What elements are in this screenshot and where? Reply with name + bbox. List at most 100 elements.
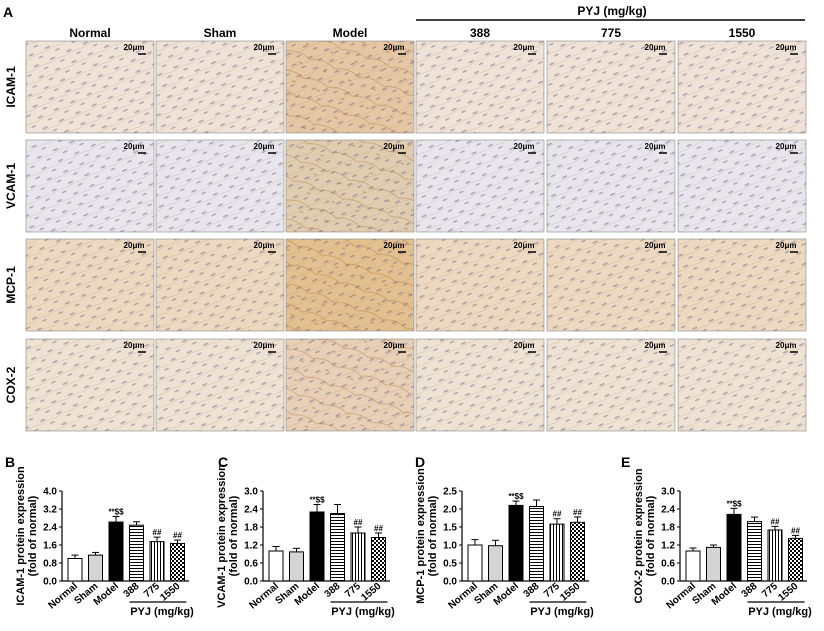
scale-bar-label: 20μm: [254, 142, 275, 151]
y-tick-label: 0.8: [43, 559, 57, 570]
tissue-texture: [547, 140, 675, 232]
bar: [371, 537, 386, 582]
panel-letter: B: [5, 454, 15, 470]
significance-label: **$$: [108, 507, 124, 516]
pyj-group-label: PYJ (mg/kg): [331, 606, 395, 618]
row-label: ICAM-1: [4, 66, 18, 108]
significance-label: ##: [771, 517, 780, 526]
scale-bar-label: 20μm: [384, 43, 405, 52]
y-axis-label: VCAM-1 protein expression: [216, 464, 228, 608]
bar: [706, 546, 721, 582]
micrograph-image: 20μm: [25, 40, 155, 134]
column-header: 775: [601, 26, 621, 40]
tissue-texture: [678, 239, 806, 331]
significance-label: ##: [354, 518, 363, 527]
micrograph-image: 20μm: [546, 139, 676, 233]
bar: [767, 529, 783, 582]
scale-bar-label: 20μm: [645, 142, 666, 151]
bar: [788, 537, 803, 582]
micrograph-image: 20μm: [155, 238, 285, 332]
tissue-texture: [26, 239, 154, 331]
bar: [149, 541, 165, 582]
scale-bar-label: 20μm: [384, 341, 405, 350]
significance-label: **$$: [508, 492, 524, 501]
scale-bar-label: 20μm: [384, 241, 405, 250]
y-tick-label: 1.6: [43, 541, 57, 552]
scale-bar-label: 20μm: [645, 241, 666, 250]
scale-bar-label: 20μm: [124, 241, 145, 250]
y-tick-label: 0.6: [661, 559, 675, 570]
column-header: 388: [470, 26, 490, 40]
y-tick-label: 2.4: [244, 505, 258, 516]
tissue-texture: [547, 339, 675, 431]
pyj-group-label: PYJ (mg/kg): [530, 606, 594, 618]
staining-texture: [286, 140, 414, 232]
micrograph-image: 20μm: [25, 238, 155, 332]
y-tick-label: 3.2: [43, 505, 57, 516]
category-label: 388: [122, 581, 142, 600]
micrograph-image: 20μm: [285, 139, 415, 233]
micrograph-image: 20μm: [415, 40, 545, 134]
column-header: Normal: [69, 26, 110, 40]
category-label: 1550: [776, 581, 800, 604]
tissue-texture: [547, 239, 675, 331]
micrograph-image: 20μm: [155, 139, 285, 233]
bar: [108, 521, 124, 582]
y-axis-label: (fold of normal): [228, 495, 240, 576]
column-header: Model: [333, 26, 368, 40]
micrograph-image: 20μm: [677, 238, 807, 332]
y-tick-label: 3.0: [661, 487, 675, 498]
scale-bar-label: 20μm: [776, 43, 797, 52]
scale-bar-label: 20μm: [124, 43, 145, 52]
micrograph-image: 20μm: [415, 139, 545, 233]
y-tick-label: 2.0: [443, 505, 457, 516]
y-axis-label: COX-2 protein expression: [633, 468, 645, 603]
tissue-texture: [26, 140, 154, 232]
tissue-texture: [156, 41, 284, 133]
micrograph-image: 20μm: [155, 40, 285, 134]
bar: [268, 550, 284, 582]
scale-bar-label: 20μm: [645, 341, 666, 350]
scale-bar-label: 20μm: [776, 241, 797, 250]
micrograph-image: 20μm: [677, 338, 807, 432]
scale-bar-label: 20μm: [124, 142, 145, 151]
bar: [67, 558, 83, 582]
micrograph-image: 20μm: [546, 40, 676, 134]
y-tick-label: 1.8: [661, 523, 675, 534]
row-label: COX-2: [4, 366, 18, 403]
y-tick-label: 2.4: [43, 523, 57, 534]
micrograph-image: 20μm: [285, 238, 415, 332]
panel-letter: E: [621, 454, 630, 470]
tissue-texture: [416, 41, 544, 133]
y-tick-label: 1.8: [244, 523, 258, 534]
bar: [467, 544, 483, 582]
category-label: 388: [740, 581, 760, 600]
micrograph-image: 20μm: [285, 338, 415, 432]
micrograph-image: 20μm: [25, 139, 155, 233]
pyj-group-label: PYJ (mg/kg): [748, 606, 812, 618]
scale-bar-label: 20μm: [384, 142, 405, 151]
tissue-texture: [156, 339, 284, 431]
y-tick-label: 4.0: [43, 487, 57, 498]
tissue-texture: [678, 339, 806, 431]
y-tick-label: 0.0: [661, 577, 675, 588]
y-axis-label: ICAM-1 protein expression: [15, 466, 27, 606]
panel-letter: C: [218, 454, 228, 470]
scale-bar-label: 20μm: [254, 241, 275, 250]
bar: [570, 521, 585, 582]
tissue-texture: [678, 140, 806, 232]
significance-label: ##: [173, 531, 182, 540]
panel-a-letter: A: [3, 4, 13, 20]
significance-label: ##: [153, 528, 162, 537]
significance-label: ##: [573, 508, 582, 517]
micrograph-image: 20μm: [155, 338, 285, 432]
scale-bar-label: 20μm: [514, 142, 535, 151]
column-header: Sham: [204, 26, 237, 40]
category-label: 388: [323, 581, 343, 600]
category-label: 1550: [359, 581, 383, 604]
bar: [747, 521, 762, 582]
